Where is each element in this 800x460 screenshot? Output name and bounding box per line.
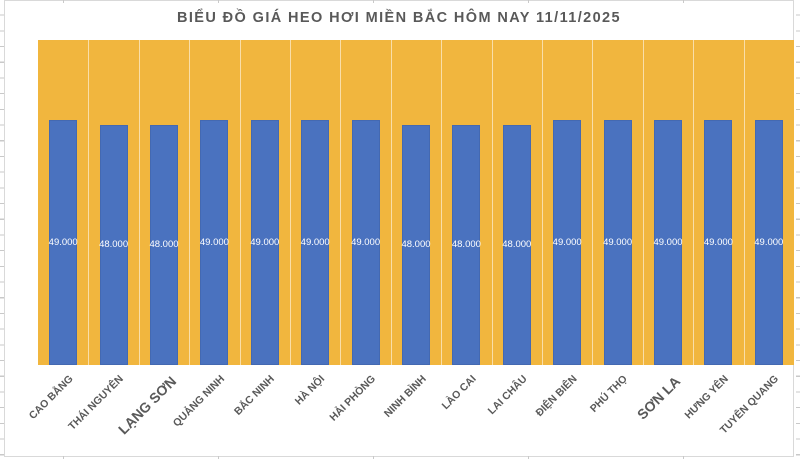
- bar-value-label: 48.000: [502, 239, 532, 250]
- bar-value-label: 49.000: [199, 236, 229, 248]
- category-gridline: [138, 40, 140, 365]
- x-axis-label-CAO BẰNG: CAO BẰNG: [26, 373, 76, 422]
- category-gridline: [290, 40, 291, 365]
- category-gridline: [441, 40, 443, 365]
- bar-PHÚ THỌ[interactable]: 49.000: [603, 120, 632, 365]
- x-axis-label-LAI CHÂU: LAI CHÂU: [485, 373, 530, 417]
- bar-HƯNG YÊN[interactable]: 49.000: [704, 120, 733, 365]
- bar-TUYÊN QUANG[interactable]: 49.000: [754, 120, 783, 365]
- bar-HẢI PHÒNG[interactable]: 49.000: [351, 120, 380, 365]
- spreadsheet-colline-sliver: [218, 456, 219, 459]
- category-gridline: [743, 40, 745, 365]
- x-axis-label-ĐIỆN BIÊN: ĐIỆN BIÊN: [533, 373, 580, 420]
- bar-LẠNG SƠN[interactable]: 48.000: [149, 125, 179, 365]
- spreadsheet-rowline-slivers-left: [0, 0, 4, 459]
- chart-title: BIỂU ĐỒ GIÁ HEO HƠI MIỀN BẮC HÔM NAY 11/…: [176, 10, 621, 26]
- bar-value-label: 48.000: [149, 239, 179, 250]
- category-gridline: [642, 40, 644, 365]
- bar-LAI CHÂU[interactable]: 48.000: [502, 125, 531, 365]
- category-gridline: [189, 40, 191, 365]
- spreadsheet-colline-sliver: [528, 456, 529, 459]
- bar-value-label: 49.000: [754, 236, 784, 248]
- bar-value-label: 49.000: [351, 236, 381, 248]
- spreadsheet-colline-sliver: [373, 456, 374, 459]
- x-axis-label-LÀO CAI: LÀO CAI: [439, 373, 479, 413]
- bar-THÁI NGUYÊN[interactable]: 48.000: [99, 125, 128, 365]
- category-gridline: [340, 40, 342, 365]
- category-gridline: [592, 40, 594, 365]
- chart-container: BIỂU ĐỒ GIÁ HEO HƠI MIỀN BẮC HÔM NAY 11/…: [4, 0, 794, 457]
- category-gridline: [390, 40, 392, 365]
- bar-value-label: 48.000: [401, 239, 431, 250]
- spreadsheet-colline-sliver: [373, 0, 374, 3]
- bar-value-label: 49.000: [653, 236, 683, 248]
- bar-value-label: 49.000: [703, 236, 733, 248]
- bar-SƠN LA[interactable]: 49.000: [653, 120, 683, 365]
- x-axis-label-BẮC NINH: BẮC NINH: [232, 373, 278, 418]
- bar-CAO BẰNG[interactable]: 49.000: [49, 120, 78, 365]
- spreadsheet-colline-sliver: [218, 0, 219, 3]
- x-axis-labels: CAO BẰNG THÁI NGUYÊN LẠNG SƠN QUẢNG NINH BẮC…: [27, 365, 794, 460]
- x-axis-label-HƯNG YÊN: HƯNG YÊN: [682, 373, 731, 422]
- x-axis-label-SƠN LA: SƠN LA: [633, 373, 684, 423]
- spreadsheet-colline-sliver: [63, 456, 64, 459]
- bar-value-label: 48.000: [451, 239, 481, 250]
- bar-LÀO CAI[interactable]: 48.000: [452, 125, 481, 365]
- x-axis-label-QUẢNG NINH: QUẢNG NINH: [170, 373, 227, 430]
- bar-value-label: 49.000: [48, 236, 78, 248]
- bar-QUẢNG NINH[interactable]: 49.000: [200, 120, 229, 365]
- spreadsheet-colline-sliver: [528, 0, 529, 3]
- spreadsheet-rowline-slivers-right: [796, 0, 800, 459]
- bar-value-label: 49.000: [603, 236, 633, 248]
- spreadsheet-colline-sliver: [63, 0, 64, 3]
- bar-value-label: 48.000: [99, 239, 129, 250]
- spreadsheet-colline-sliver: [683, 456, 684, 459]
- x-axis-label-NINH BÌNH: NINH BÌNH: [381, 373, 429, 420]
- category-gridline: [693, 40, 695, 365]
- bar-HÀ NỘI[interactable]: 49.000: [301, 120, 330, 365]
- category-gridline: [88, 40, 90, 365]
- plot-area: 49.000 48.000 48.000 49.000 49.000 49.000 49.0…: [38, 40, 794, 365]
- x-axis-label-HẢI PHÒNG: HẢI PHÒNG: [327, 373, 379, 424]
- x-axis-label-PHÚ THỌ: PHÚ THỌ: [588, 373, 631, 415]
- category-gridline: [491, 40, 493, 365]
- category-gridline: [542, 40, 543, 365]
- bar-ĐIỆN BIÊN[interactable]: 49.000: [553, 120, 582, 365]
- bar-value-label: 49.000: [552, 236, 582, 248]
- bar-BẮC NINH[interactable]: 49.000: [250, 120, 279, 365]
- bar-value-label: 49.000: [300, 236, 330, 248]
- spreadsheet-colline-sliver: [683, 0, 684, 3]
- x-axis-label-HÀ NỘI: HÀ NỘI: [293, 373, 328, 408]
- bar-value-label: 49.000: [250, 236, 280, 248]
- bar-NINH BÌNH[interactable]: 48.000: [401, 125, 431, 365]
- category-gridline: [239, 40, 241, 365]
